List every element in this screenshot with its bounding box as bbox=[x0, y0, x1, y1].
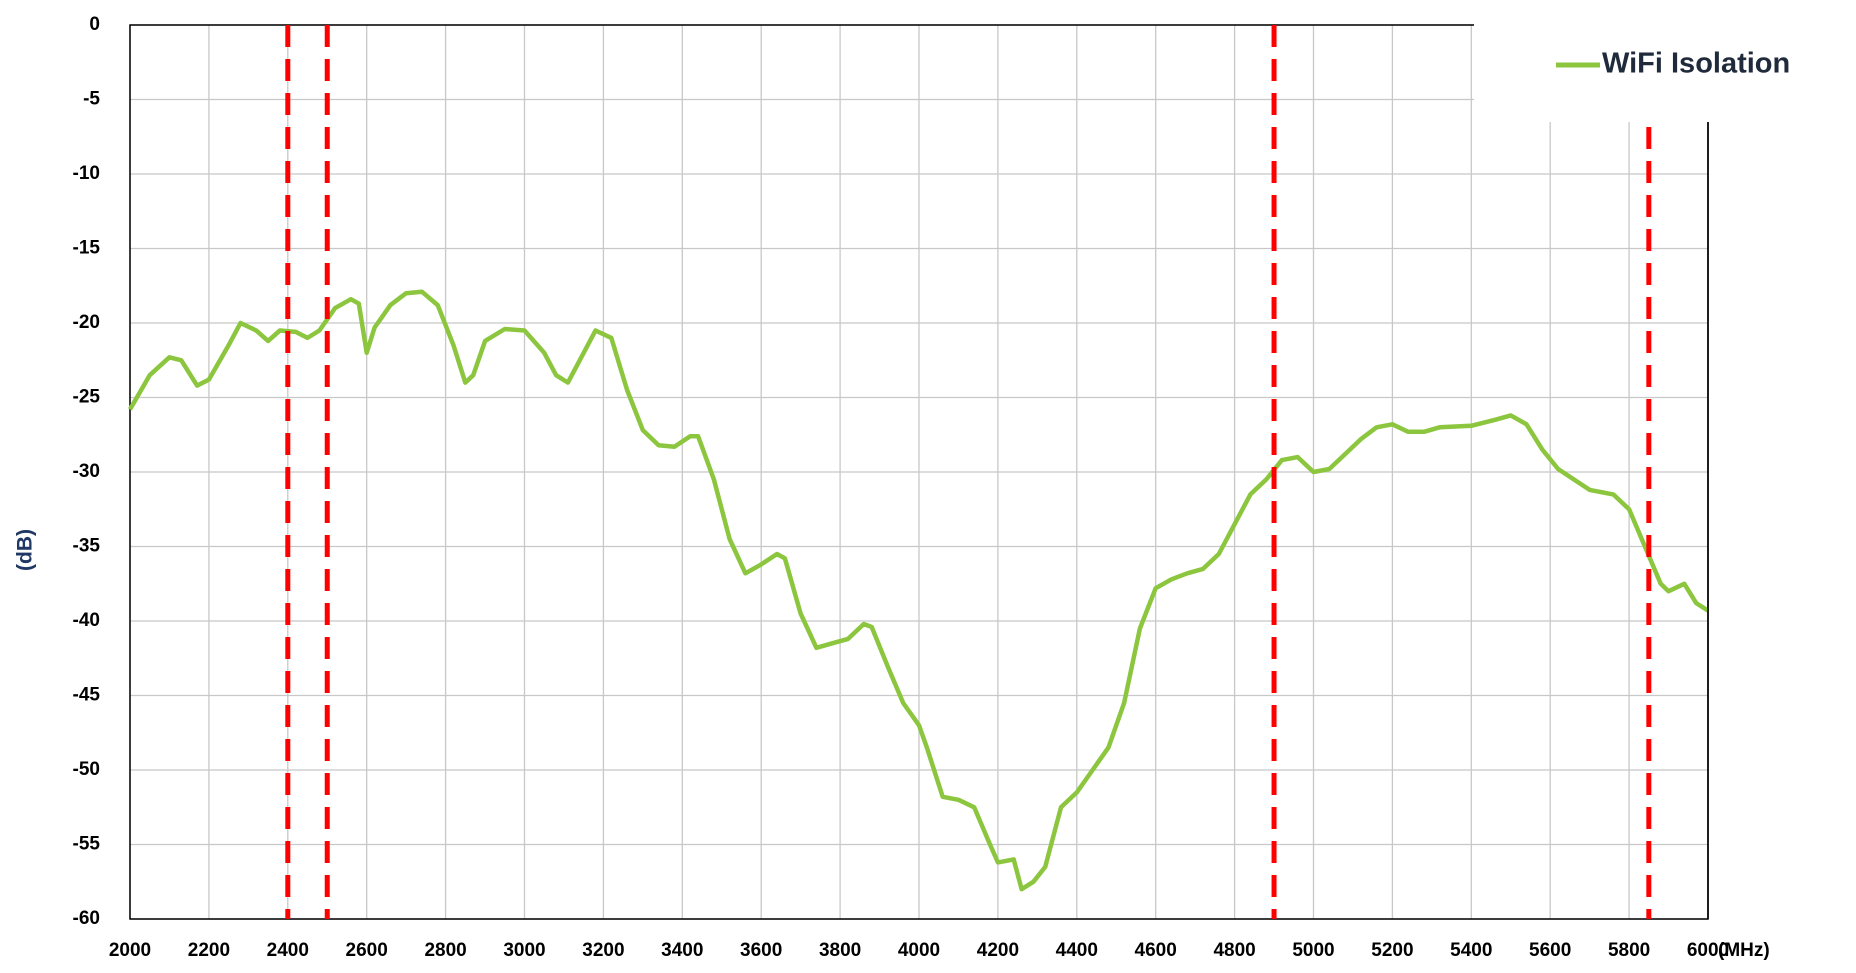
y-tick-label: 0 bbox=[89, 14, 100, 35]
legend-label: WiFi Isolation bbox=[1602, 48, 1790, 80]
legend-box bbox=[1474, 0, 1856, 122]
data-line bbox=[128, 289, 1710, 892]
x-tick-label: 2600 bbox=[346, 940, 388, 961]
y-tick-label: -35 bbox=[73, 536, 101, 557]
y-tick-label: -40 bbox=[73, 610, 100, 631]
y-tick-label: -50 bbox=[73, 759, 100, 780]
x-tick-label: 6000 bbox=[1687, 940, 1729, 961]
y-tick-label: -45 bbox=[73, 685, 101, 706]
x-tick-label: 5400 bbox=[1450, 940, 1492, 961]
y-tick-label: -60 bbox=[73, 908, 100, 929]
x-tick-label: 2000 bbox=[109, 940, 151, 961]
x-tick-label: 3600 bbox=[740, 940, 782, 961]
x-tick-label: 3000 bbox=[503, 940, 545, 961]
x-tick-label: 4000 bbox=[898, 940, 940, 961]
x-tick-label: 5800 bbox=[1608, 940, 1650, 961]
x-tick-label: 3200 bbox=[582, 940, 624, 961]
x-tick-label: 4800 bbox=[1213, 940, 1255, 961]
y-tick-label: -5 bbox=[83, 89, 100, 110]
x-tick-label: 2400 bbox=[267, 940, 309, 961]
y-tick-label: -25 bbox=[73, 387, 101, 408]
y-tick-label: -30 bbox=[73, 461, 100, 482]
x-tick-label: 5000 bbox=[1292, 940, 1334, 961]
x-tick-label: 4200 bbox=[977, 940, 1019, 961]
y-axis-label: (dB) bbox=[14, 529, 37, 571]
x-tick-label: 3800 bbox=[819, 940, 861, 961]
x-axis-label: (MHz) bbox=[1718, 940, 1770, 961]
x-tick-label: 5600 bbox=[1529, 940, 1571, 961]
x-tick-label: 5200 bbox=[1371, 940, 1413, 961]
x-tick-label: 3400 bbox=[661, 940, 703, 961]
x-tick-label: 2800 bbox=[424, 940, 466, 961]
y-tick-label: -15 bbox=[73, 238, 101, 259]
x-tick-label: 4600 bbox=[1135, 940, 1177, 961]
x-tick-label: 4400 bbox=[1056, 940, 1098, 961]
y-tick-label: -20 bbox=[73, 312, 100, 333]
y-tick-label: -55 bbox=[73, 834, 101, 855]
y-tick-label: -10 bbox=[73, 163, 100, 184]
x-tick-label: 2200 bbox=[188, 940, 230, 961]
